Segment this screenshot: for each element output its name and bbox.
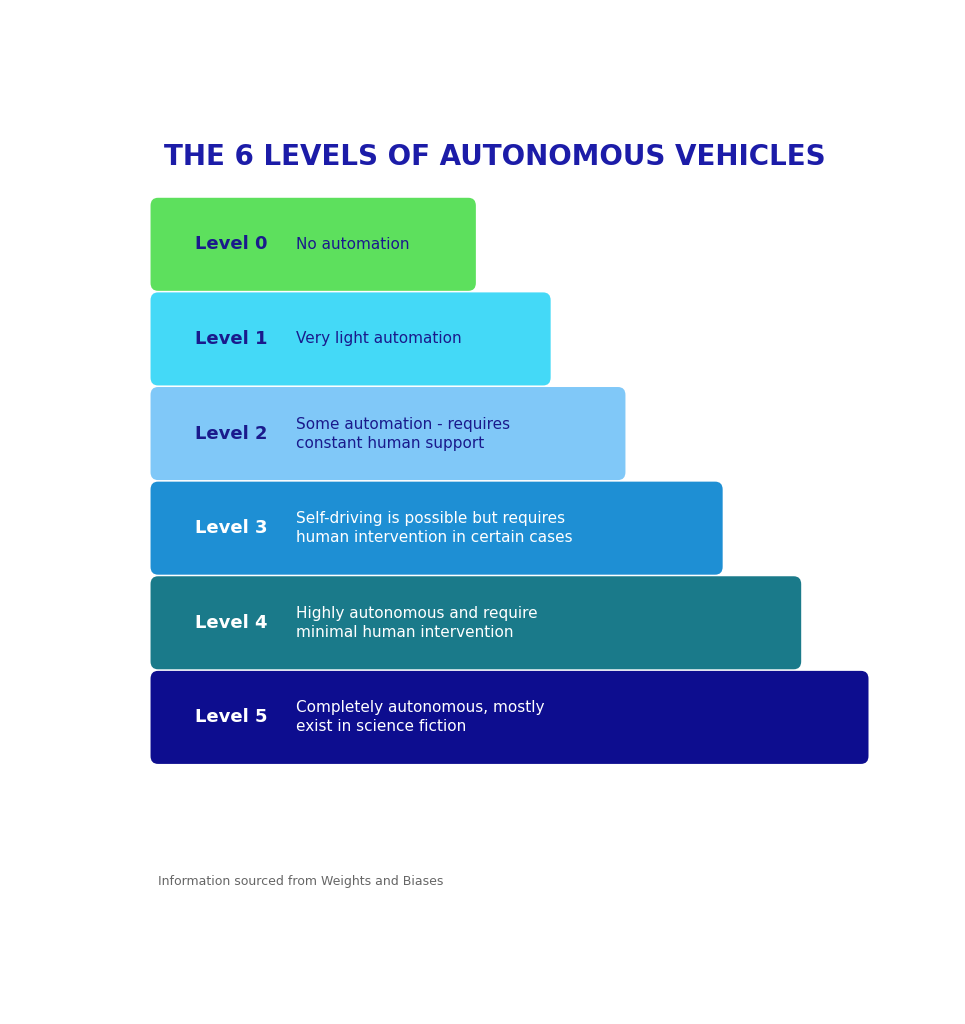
FancyBboxPatch shape [151,387,625,480]
Text: THE 6 LEVELS OF AUTONOMOUS VEHICLES: THE 6 LEVELS OF AUTONOMOUS VEHICLES [164,142,825,171]
Text: Very light automation: Very light automation [296,332,462,346]
Text: human intervention in certain cases: human intervention in certain cases [296,530,573,545]
Text: Highly autonomous and require: Highly autonomous and require [296,606,538,621]
Text: Completely autonomous, mostly: Completely autonomous, mostly [296,700,545,716]
Text: Level 3: Level 3 [195,519,268,538]
Text: No automation: No automation [296,237,410,252]
Text: Level 5: Level 5 [195,709,268,726]
Text: Self-driving is possible but requires: Self-driving is possible but requires [296,511,565,526]
FancyBboxPatch shape [151,577,801,670]
Text: exist in science fiction: exist in science fiction [296,720,467,734]
Text: Level 4: Level 4 [195,613,268,632]
FancyBboxPatch shape [151,481,723,574]
Text: Level 2: Level 2 [195,425,268,442]
Text: Level 1: Level 1 [195,330,268,348]
FancyBboxPatch shape [151,293,551,385]
Text: Some automation - requires: Some automation - requires [296,417,510,431]
FancyBboxPatch shape [151,198,476,291]
Text: constant human support: constant human support [296,435,484,451]
Text: minimal human intervention: minimal human intervention [296,625,514,640]
FancyBboxPatch shape [151,671,868,764]
Text: Level 0: Level 0 [195,236,268,253]
Text: Information sourced from Weights and Biases: Information sourced from Weights and Bia… [158,874,443,888]
